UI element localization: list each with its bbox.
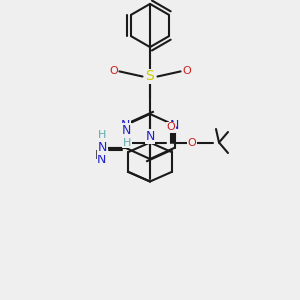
Text: O: O [167,122,176,133]
Text: N: N [121,119,130,132]
Text: N: N [170,119,179,132]
Text: N: N [122,124,132,137]
Text: O: O [188,137,196,148]
Text: S: S [146,70,154,83]
Text: N: N [97,153,106,166]
Text: |: | [95,150,98,159]
Text: N: N [145,130,155,143]
Text: O: O [109,66,118,76]
Text: O: O [182,66,191,76]
Text: N: N [98,141,107,154]
Text: H: H [98,130,106,140]
Text: H: H [97,142,106,152]
Text: H: H [123,137,131,148]
